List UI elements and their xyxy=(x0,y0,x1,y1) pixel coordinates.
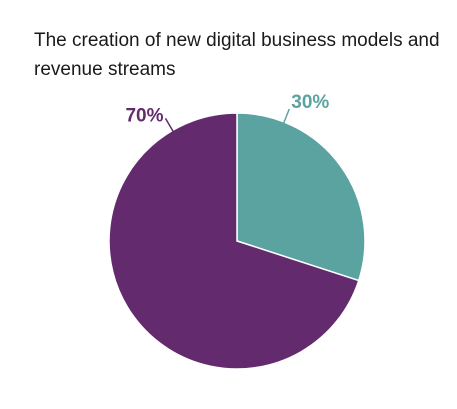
data-label-70-percent: 70% xyxy=(125,105,163,126)
chart-title: The creation of new digital business mod… xyxy=(34,30,440,80)
leader-line-70-percent xyxy=(164,117,175,133)
pie-slice-30-percent xyxy=(236,112,366,282)
data-labels: 30% 70% xyxy=(125,92,329,126)
data-label-30-percent: 30% xyxy=(291,92,329,113)
leader-line-30-percent xyxy=(282,108,290,125)
pie-slices xyxy=(108,112,366,370)
label-leader-lines xyxy=(164,108,290,133)
pie-slice-70-percent xyxy=(108,112,360,370)
